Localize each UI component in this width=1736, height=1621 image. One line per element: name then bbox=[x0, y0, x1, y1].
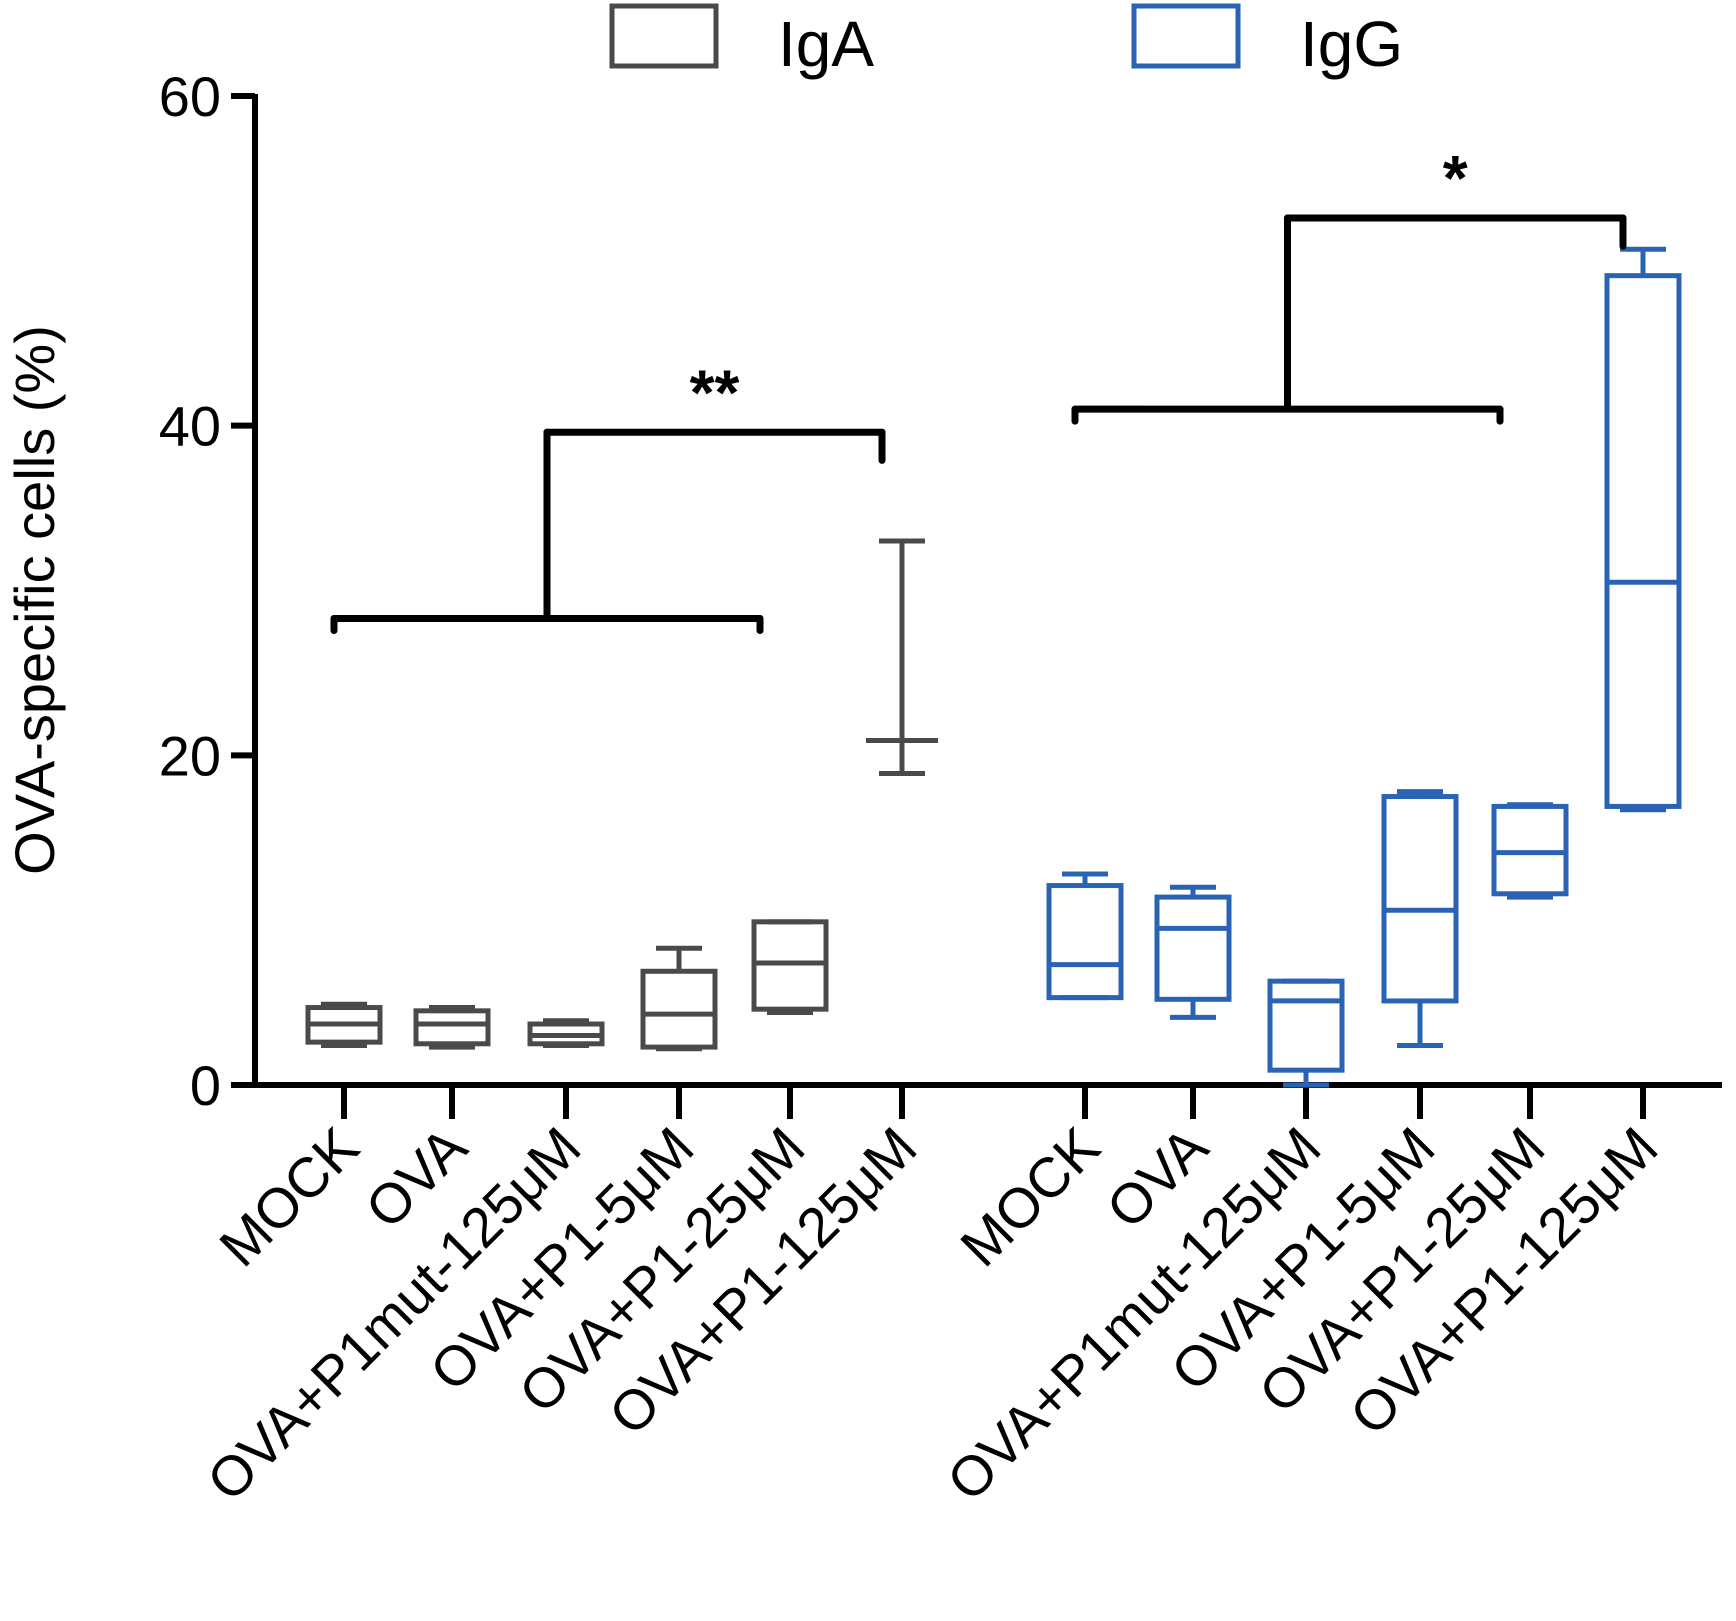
boxes bbox=[305, 246, 1682, 1088]
y-tick-label: 40 bbox=[159, 395, 221, 458]
significance-bracket-igg: * bbox=[1071, 142, 1627, 425]
box-igg-1 bbox=[1154, 884, 1232, 1020]
box-iga-0 bbox=[305, 1001, 383, 1048]
legend-label-igg: IgG bbox=[1300, 8, 1403, 80]
box-iqr bbox=[413, 1008, 491, 1047]
y-tick-label: 0 bbox=[190, 1054, 221, 1117]
significance-annotations: *** bbox=[330, 142, 1627, 635]
legend: IgA IgG bbox=[609, 3, 1403, 80]
box-iga-5 bbox=[866, 538, 938, 776]
box-iqr bbox=[1046, 883, 1124, 1001]
significance-bracket-iga: ** bbox=[330, 356, 886, 635]
box-igg-3 bbox=[1381, 789, 1459, 1048]
y-tick-label: 20 bbox=[159, 724, 221, 787]
box-iqr bbox=[1604, 273, 1682, 809]
x-tick-label: MOCK bbox=[207, 1115, 370, 1278]
box-iqr bbox=[1154, 894, 1232, 1002]
box-igg-0 bbox=[1046, 871, 1124, 1001]
significance-label: * bbox=[1443, 142, 1468, 214]
y-axis-label: OVA-specific cells (%) bbox=[3, 325, 66, 875]
y-axis: 0 20 40 60 bbox=[159, 65, 258, 1117]
box-iga-1 bbox=[413, 1005, 491, 1050]
box-iga-4 bbox=[751, 919, 829, 1015]
significance-label: ** bbox=[690, 356, 740, 428]
legend-swatch-igg bbox=[1131, 3, 1241, 69]
box-iqr bbox=[1267, 978, 1345, 1073]
y-tick-label: 60 bbox=[159, 65, 221, 128]
x-tick-label: MOCK bbox=[948, 1115, 1111, 1278]
legend-swatch-iga bbox=[609, 3, 719, 69]
x-axis: MOCKOVAOVA+P1mut-125μMOVA+P1-5μMOVA+P1-2… bbox=[195, 1082, 1722, 1513]
box-igg-5 bbox=[1604, 246, 1682, 813]
box-iga-2 bbox=[527, 1018, 605, 1048]
box-igg-2 bbox=[1267, 978, 1345, 1088]
box-iqr bbox=[640, 968, 718, 1050]
box-iqr bbox=[1381, 794, 1459, 1004]
box-iga-3 bbox=[640, 945, 718, 1052]
box-igg-4 bbox=[1491, 802, 1569, 900]
legend-label-iga: IgA bbox=[778, 8, 874, 80]
